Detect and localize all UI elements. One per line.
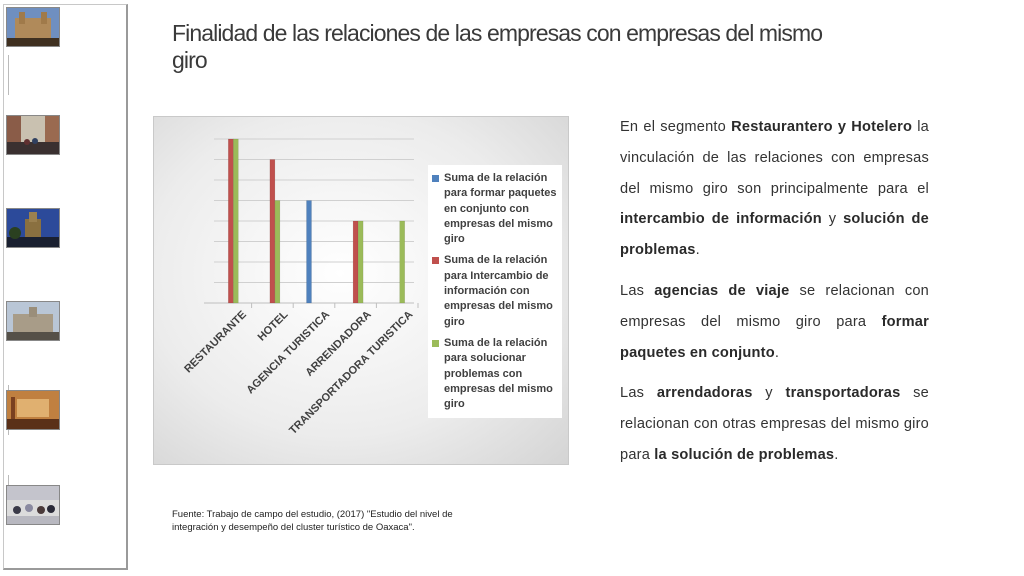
legend-item-series-2: Suma de la relación para Intercambio de …	[432, 253, 558, 329]
thumb-hotel-room-image	[7, 391, 59, 429]
thumb-square[interactable]	[6, 301, 60, 341]
legend-item-series-3: Suma de la relación para solucionar prob…	[432, 336, 558, 412]
text-run: .	[774, 344, 780, 361]
text-run: se relacionan con empresas del mismo gir…	[620, 282, 929, 330]
bar-2-3	[352, 220, 359, 304]
text-run: .	[834, 446, 839, 463]
text-run: En el segmento	[620, 119, 732, 135]
legend-item-series-1: Suma de la relación para formar paquetes…	[432, 171, 558, 247]
thumb-crowd-image	[7, 486, 59, 524]
thumb-crowd[interactable]	[6, 485, 60, 525]
paragraph-agencies: Las agencias de viaje se relacionan con …	[620, 276, 929, 368]
bar-3-4	[399, 220, 405, 304]
thumb-night-church-image	[7, 209, 59, 247]
text-run: Las	[620, 385, 657, 402]
divider	[8, 55, 9, 95]
thumb-cathedral[interactable]	[6, 7, 60, 47]
bar-2-1	[269, 159, 276, 304]
bold-run: la solución de problemas	[654, 446, 835, 463]
bar-3-0	[233, 138, 239, 304]
x-tick-label: RESTAURANTE	[182, 309, 249, 376]
legend-swatch-red	[432, 257, 439, 265]
text-run: y	[752, 385, 786, 402]
bold-run: intercambio de información	[620, 211, 822, 228]
paragraph-restaurant-hotel: En el segmento Restaurantero y Hotelero …	[620, 112, 929, 266]
text-run: la vinculación de las relaciones con emp…	[620, 119, 929, 197]
slide-title: Finalidad de las relaciones de las empre…	[172, 20, 823, 73]
thumb-square-image	[7, 302, 59, 340]
bold-run: solución de problemas	[620, 211, 929, 259]
thumb-street[interactable]	[6, 115, 60, 155]
thumb-hotel-room[interactable]	[6, 390, 60, 430]
x-tick-label: HOTEL	[256, 308, 291, 343]
slide-thumbnail-sidebar	[3, 4, 128, 570]
text-run: .	[695, 242, 700, 259]
legend-label-series-3: Suma de la relación para solucionar prob…	[444, 336, 553, 411]
bar-3-3	[357, 220, 364, 304]
bold-run: arrendadoras	[656, 385, 753, 402]
chart-legend: Suma de la relación para formar paquetes…	[428, 165, 562, 419]
x-tick-label: AGENCIA TURISTICA	[244, 309, 332, 397]
thumb-night-church[interactable]	[6, 208, 60, 248]
bold-run: transportadoras	[785, 385, 901, 402]
bar-1-2	[306, 200, 312, 304]
source-citation: Fuente: Trabajo de campo del estudio, (2…	[172, 509, 453, 533]
legend-swatch-blue	[432, 175, 439, 182]
chart-panel: RESTAURANTE HOTEL AGENCIA TURISTICA ARRENDA…	[153, 116, 569, 465]
paragraph-rentals-transport: Las arrendadoras y transportadoras se re…	[620, 378, 929, 470]
bar-2-0	[228, 138, 234, 304]
text-run: se relacionan con otras empresas del mis…	[620, 385, 929, 463]
bar-3-1	[274, 200, 281, 304]
thumb-cathedral-image	[7, 8, 59, 46]
bold-run: formar paquetes en conjunto	[620, 313, 929, 361]
text-run: y	[821, 211, 844, 228]
bold-run: Restaurantero y Hotelero	[731, 119, 913, 135]
thumb-street-image	[7, 116, 59, 154]
text-run: Las	[620, 282, 655, 299]
legend-swatch-green	[432, 339, 439, 347]
legend-label-series-2: Suma de la relación para Intercambio de …	[444, 254, 553, 328]
legend-label-series-1: Suma de la relación para formar paquetes…	[444, 172, 557, 246]
bold-run: agencias de viaje	[654, 282, 790, 299]
body-text: En el segmento Restaurantero y Hotelero …	[620, 112, 929, 481]
